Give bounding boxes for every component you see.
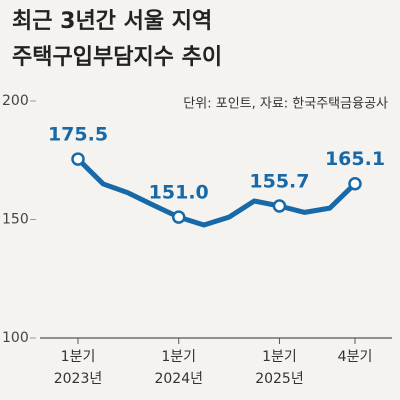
chart-title: 최근 3년간 서울 지역: [12, 9, 212, 34]
data-point: [71, 152, 85, 166]
data-point: [272, 199, 287, 213]
x-tick-label: 1분기: [61, 349, 96, 365]
x-tick-label: 1분기: [262, 349, 297, 365]
data-label: 151.0: [149, 182, 209, 204]
data-line: [75, 156, 358, 228]
data-point: [171, 210, 186, 224]
y-tick-label: 200: [2, 93, 29, 109]
data-label: 165.1: [325, 148, 385, 170]
note: 단위: 포인트, 자료: 한국주택금융공사: [183, 97, 388, 112]
data-point: [348, 176, 362, 191]
x-tick-label: 2024년: [154, 371, 203, 387]
y-tick-label: 100: [2, 330, 29, 346]
data-label: 155.7: [249, 170, 309, 192]
data-label: 175.5: [48, 124, 108, 146]
y-tick-label: 150: [2, 212, 29, 228]
x-tick-label: 4분기: [338, 349, 373, 365]
chart-title: 주택구입부담지수 추이: [12, 45, 222, 70]
x-tick-label: 2023년: [54, 371, 103, 387]
x-tick-label: 2025년: [255, 371, 304, 387]
x-tick-label: 1분기: [161, 349, 196, 365]
